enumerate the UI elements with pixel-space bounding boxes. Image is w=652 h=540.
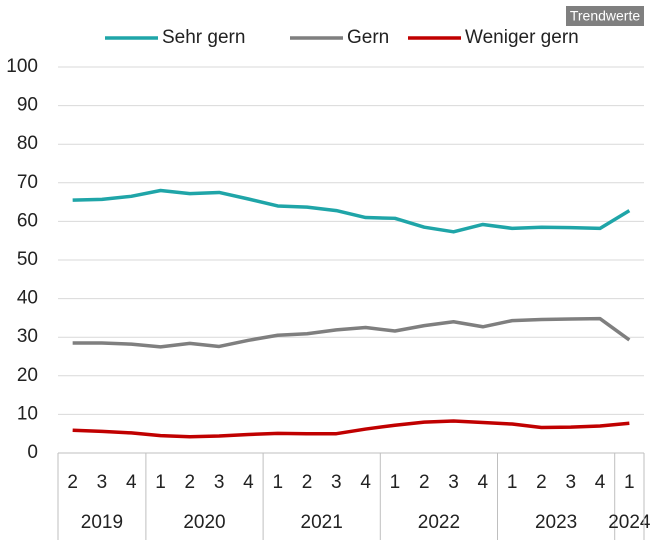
y-tick-label: 80 — [17, 133, 38, 154]
series-line — [72, 316, 631, 349]
year-label: 2020 — [183, 512, 225, 533]
y-tick-label: 10 — [17, 403, 38, 424]
x-tick-label: 2 — [302, 472, 313, 493]
x-tick-label: 1 — [272, 472, 283, 493]
annotation-box — [566, 6, 644, 26]
y-tick-label: 70 — [17, 172, 38, 193]
x-tick-label: 4 — [243, 472, 254, 493]
y-tick-label: 40 — [17, 288, 38, 309]
x-tick-label: 4 — [360, 472, 371, 493]
x-tick-label: 3 — [97, 472, 108, 493]
year-label: 2024 — [608, 512, 651, 533]
y-tick-label: 20 — [17, 365, 38, 386]
x-tick-label: 4 — [126, 472, 137, 493]
x-tick-label: 2 — [536, 472, 547, 493]
y-tick-label: 0 — [27, 442, 38, 463]
series-line — [72, 419, 630, 439]
x-tick-label: 1 — [507, 472, 518, 493]
x-tick-label: 3 — [565, 472, 576, 493]
year-label: 2019 — [81, 512, 123, 533]
x-tick-label: 4 — [595, 472, 606, 493]
annotation: Trendwerte — [570, 8, 641, 24]
x-tick-label: 4 — [478, 472, 489, 493]
x-tick-label: 2 — [67, 472, 78, 493]
year-label: 2023 — [535, 512, 577, 533]
y-tick-label: 30 — [17, 326, 38, 347]
x-tick-label: 2 — [185, 472, 196, 493]
x-tick-label: 1 — [155, 472, 166, 493]
x-tick-label: 3 — [331, 472, 342, 493]
x-tick-label: 1 — [390, 472, 401, 493]
x-tick-label: 1 — [624, 472, 635, 493]
legend-label: Weniger gern — [465, 27, 579, 48]
x-tick-label: 3 — [448, 472, 459, 493]
legend-label: Gern — [347, 27, 389, 48]
y-tick-label: 50 — [17, 249, 38, 270]
year-label: 2022 — [418, 512, 460, 533]
y-tick-label: 100 — [6, 56, 38, 77]
year-label: 2021 — [301, 512, 343, 533]
x-tick-label: 3 — [214, 472, 225, 493]
legend-label: Sehr gern — [162, 27, 245, 48]
series-line — [72, 188, 631, 234]
x-tick-label: 2 — [419, 472, 430, 493]
y-tick-label: 90 — [17, 95, 38, 116]
y-tick-label: 60 — [17, 210, 38, 231]
